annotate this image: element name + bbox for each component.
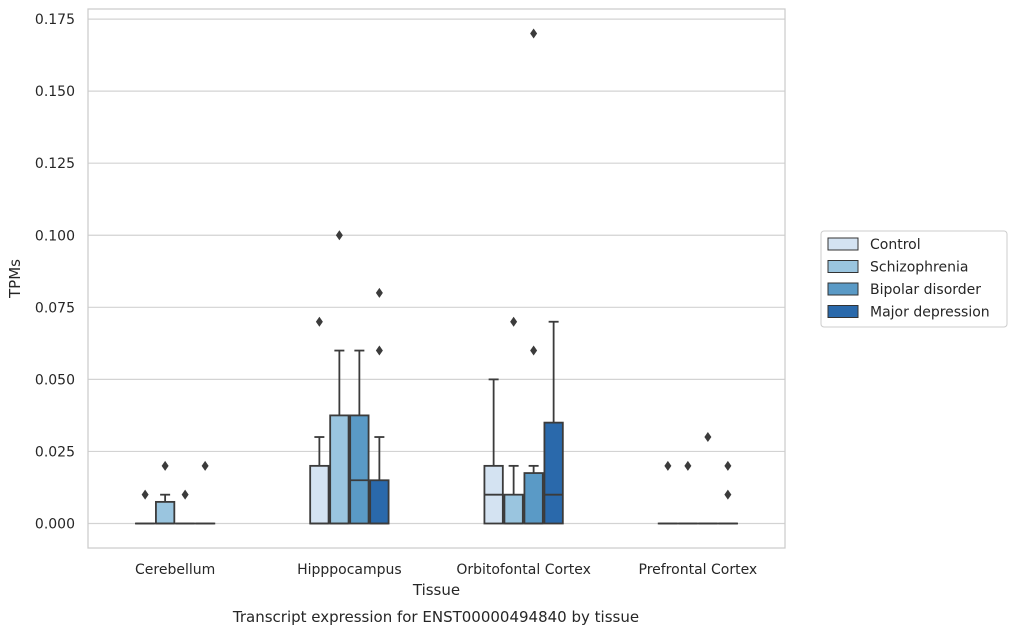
outlier-point (704, 432, 712, 443)
box (155, 500, 176, 525)
outlier-point (684, 460, 692, 471)
legend-label: Bipolar disorder (870, 282, 981, 298)
y-tick-label: 0.075 (35, 300, 75, 316)
legend-item: Major depression (827, 305, 990, 321)
legend-swatch (827, 237, 859, 251)
y-tick-label: 0.025 (35, 444, 75, 460)
legend-swatch (827, 305, 859, 318)
box-group (175, 489, 196, 525)
outlier-point (375, 287, 383, 298)
legend: Control Schizophrenia Bipolar disorder Majo… (820, 230, 1008, 328)
box (329, 414, 350, 525)
outlier-point (510, 316, 518, 327)
box-group (543, 320, 564, 525)
outlier-point (181, 489, 189, 500)
chart-caption: Transcript expression for ENST0000049484… (232, 608, 639, 626)
y-gridlines (88, 18, 785, 525)
y-tick-label: 0.050 (35, 372, 75, 388)
legend-item: Control (827, 237, 921, 253)
y-tick-label: 0.100 (35, 228, 75, 244)
box (543, 421, 564, 525)
legend-label: Major depression (870, 305, 990, 321)
box-group (309, 316, 330, 525)
outlier-point (375, 345, 383, 356)
legend-label: Control (870, 237, 921, 253)
box-group (349, 349, 370, 525)
box-group (195, 460, 216, 525)
box-layer (135, 28, 738, 525)
legend-swatch (827, 282, 859, 296)
outlier-point (724, 489, 732, 500)
outlier-point (724, 460, 732, 471)
y-axis-title: TPMs (6, 259, 24, 299)
x-axis-tick-labels: Cerebellum Hipppocampus Orbitofontal Corte… (135, 562, 757, 578)
legend-items: Control Schizophrenia Bipolar disorder Majo… (827, 237, 990, 321)
box-group (483, 378, 504, 525)
box-group (369, 287, 390, 525)
legend-item: Schizophrenia (827, 260, 968, 276)
box (349, 414, 370, 525)
box-group (503, 316, 524, 525)
box-group (135, 489, 156, 525)
legend-swatch (827, 260, 859, 273)
box-group (523, 28, 544, 525)
box-group (677, 460, 698, 525)
x-tick-label: Prefrontal Cortex (639, 562, 758, 578)
x-tick-label: Orbitofontal Cortex (456, 562, 591, 578)
outlier-point (141, 489, 149, 500)
box-group (697, 432, 718, 525)
outlier-point (530, 345, 538, 356)
outlier-point (201, 460, 209, 471)
outlier-point (315, 316, 323, 327)
outlier-point (530, 28, 538, 39)
plot-area-frame (87, 8, 786, 549)
legend-frame (820, 230, 1008, 328)
box-group (329, 230, 350, 525)
box (523, 472, 544, 525)
box (369, 479, 390, 525)
box-group (657, 460, 678, 525)
y-tick-label: 0.125 (35, 156, 75, 172)
x-axis-title: Tissue (412, 581, 460, 599)
box-group (717, 460, 738, 525)
box (503, 493, 524, 525)
legend-label: Schizophrenia (870, 260, 968, 276)
legend-item: Bipolar disorder (827, 282, 981, 298)
y-axis-tick-labels: 0.000 0.025 0.050 0.075 0.100 0.125 0.150 0.175 (35, 12, 75, 532)
x-tick-label: Cerebellum (135, 562, 215, 578)
box (309, 464, 330, 525)
outlier-point (335, 230, 343, 241)
y-tick-label: 0.175 (35, 12, 75, 28)
outlier-point (161, 460, 169, 471)
outlier-point (664, 460, 672, 471)
box-group (155, 460, 176, 525)
x-tick-label: Hipppocampus (297, 562, 402, 578)
y-tick-label: 0.150 (35, 84, 75, 100)
y-tick-label: 0.000 (35, 517, 75, 533)
